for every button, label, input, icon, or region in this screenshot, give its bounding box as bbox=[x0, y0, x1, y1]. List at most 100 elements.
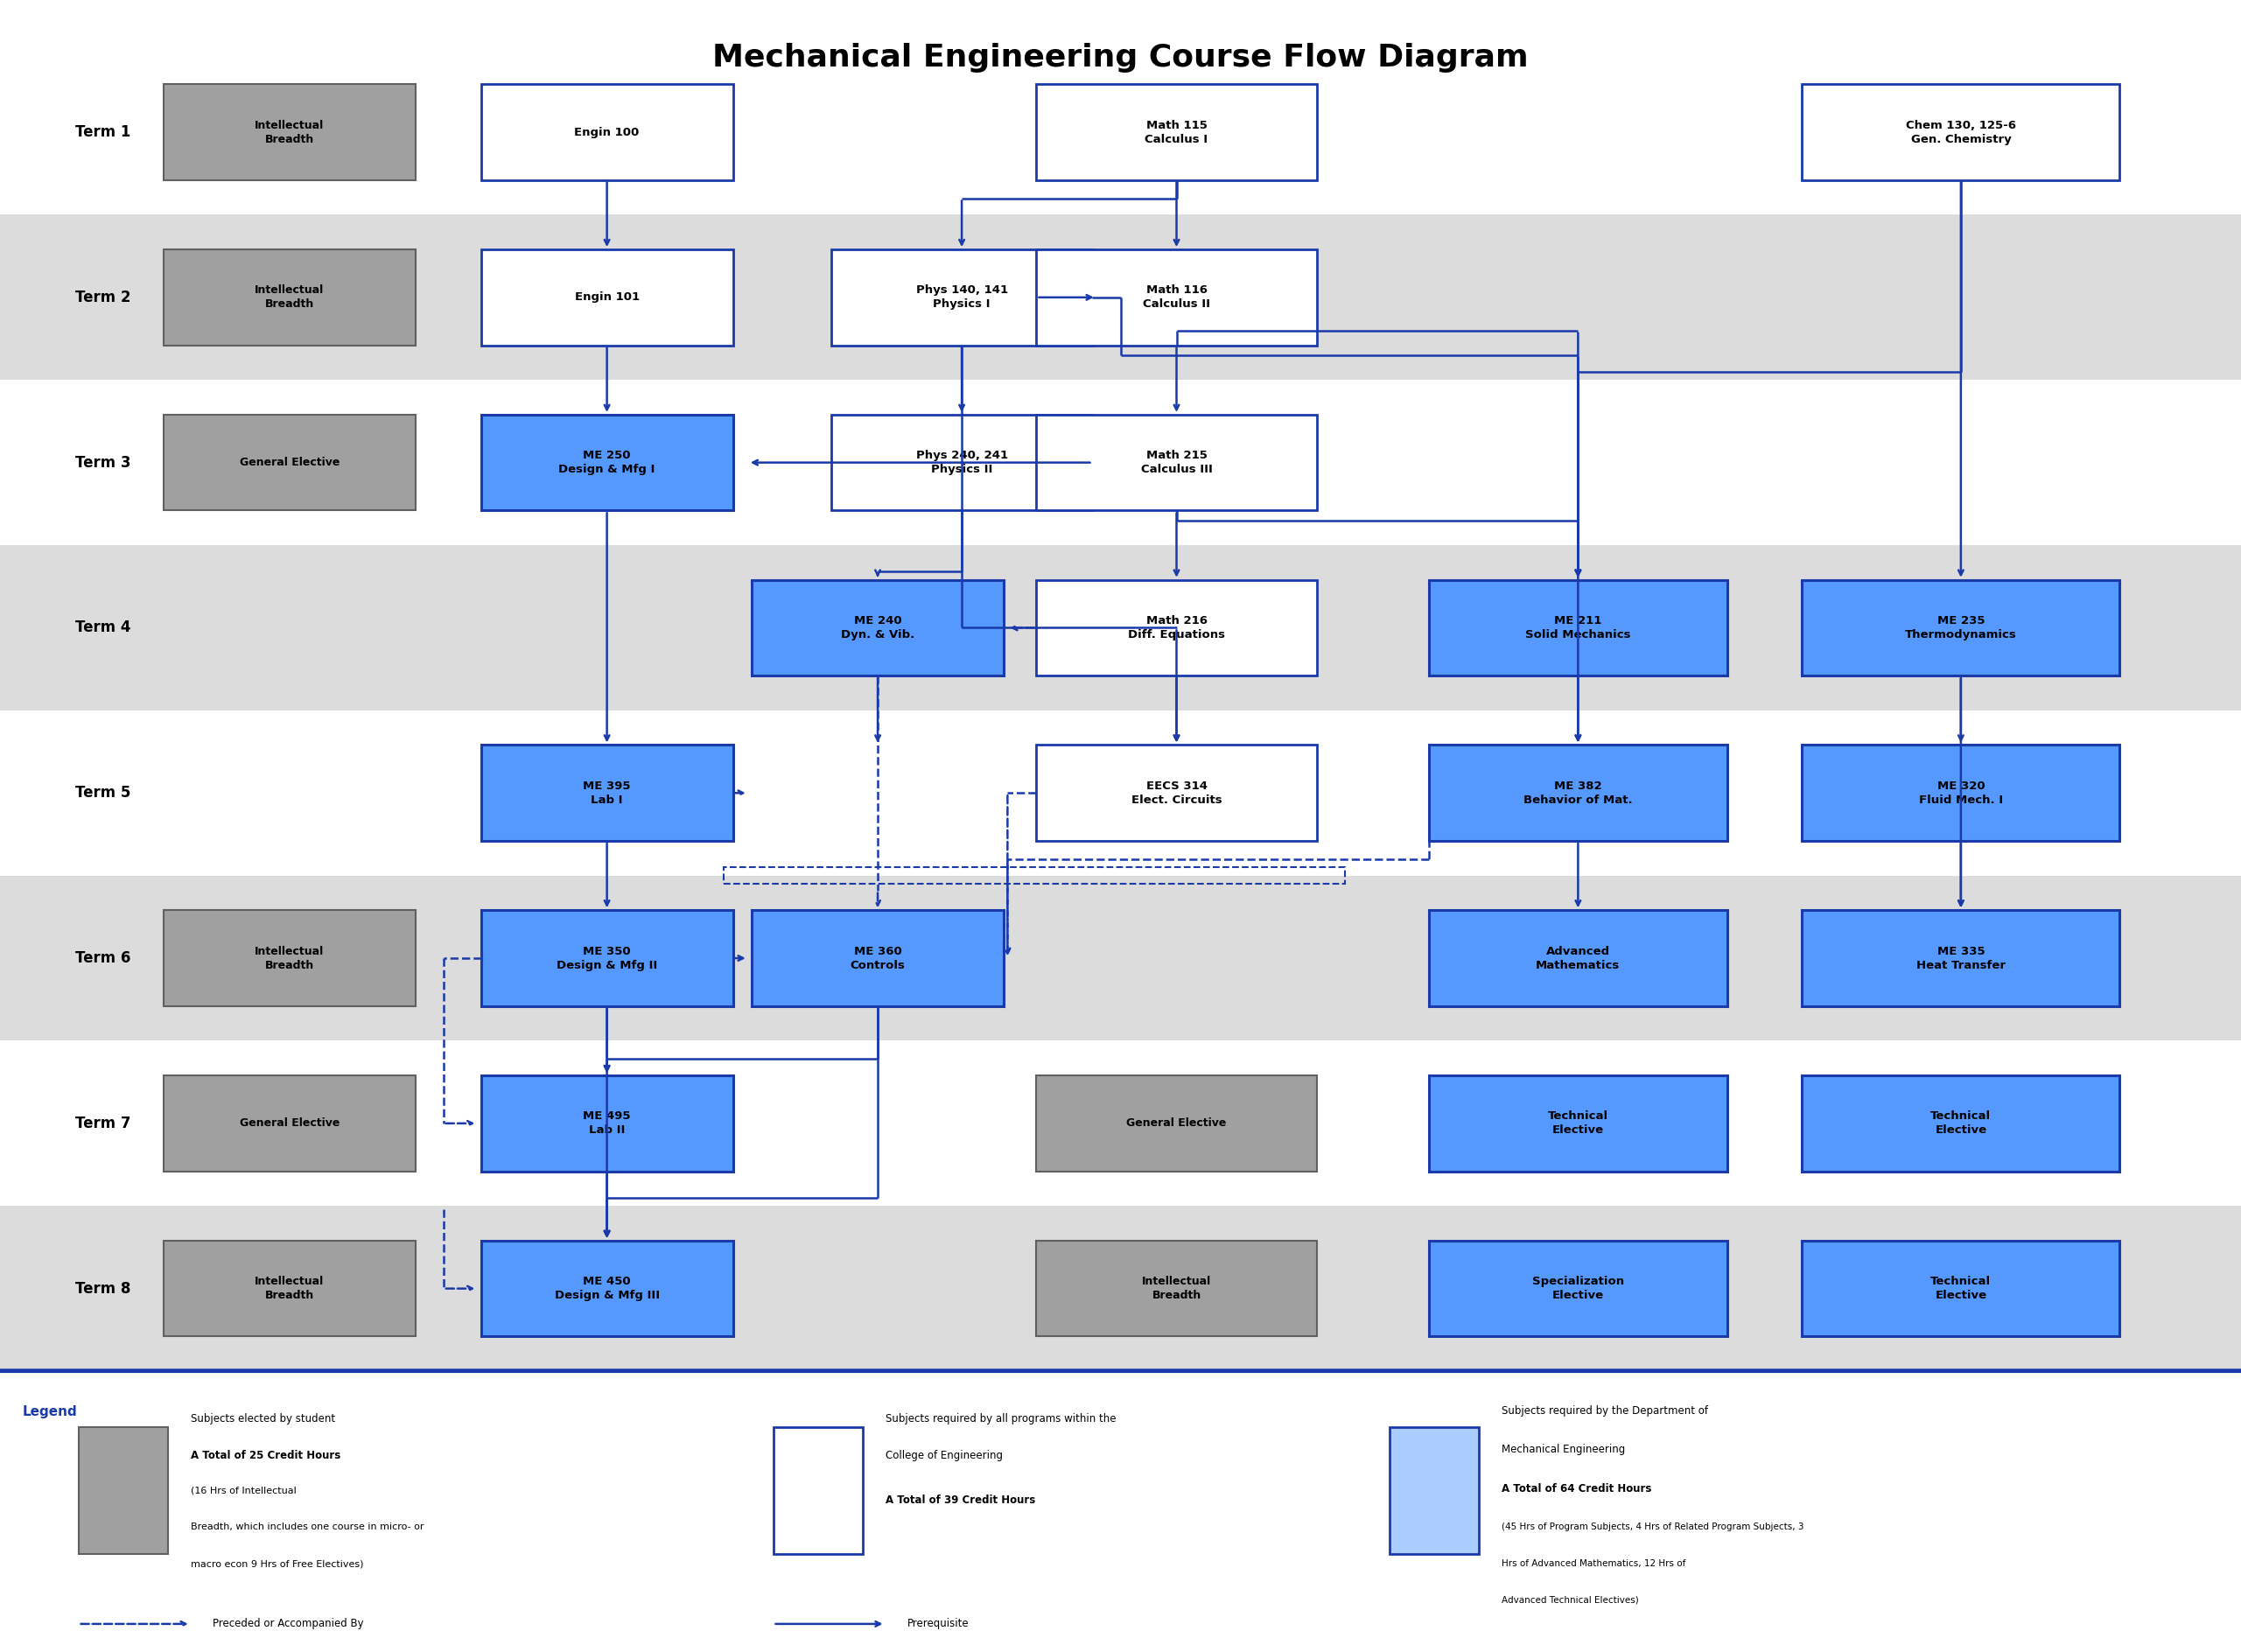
Bar bbox=[482, 745, 733, 841]
Text: Intellectual
Breadth: Intellectual Breadth bbox=[255, 119, 325, 145]
Text: ME 382
Behavior of Mat.: ME 382 Behavior of Mat. bbox=[1524, 780, 1631, 806]
Bar bbox=[1035, 249, 1315, 345]
Bar bbox=[482, 84, 733, 180]
Bar bbox=[482, 249, 733, 345]
Text: Phys 140, 141
Physics I: Phys 140, 141 Physics I bbox=[917, 284, 1008, 311]
Text: Subjects required by all programs within the: Subjects required by all programs within… bbox=[885, 1412, 1116, 1424]
Text: Mechanical Engineering: Mechanical Engineering bbox=[1501, 1444, 1625, 1455]
Text: ME 335
Heat Transfer: ME 335 Heat Transfer bbox=[1916, 945, 2006, 971]
Bar bbox=[1430, 1075, 1728, 1171]
Bar bbox=[78, 1427, 168, 1553]
Text: ME 395
Lab I: ME 395 Lab I bbox=[583, 780, 630, 806]
Bar bbox=[482, 1075, 733, 1171]
Bar bbox=[1802, 745, 2120, 841]
Text: Intellectual
Breadth: Intellectual Breadth bbox=[255, 284, 325, 311]
Text: Technical
Elective: Technical Elective bbox=[1932, 1275, 1990, 1302]
Bar bbox=[1389, 1427, 1479, 1553]
Text: Phys 240, 241
Physics II: Phys 240, 241 Physics II bbox=[917, 449, 1008, 476]
Text: Term 3: Term 3 bbox=[74, 454, 130, 471]
Text: Term 4: Term 4 bbox=[74, 620, 130, 636]
Text: Math 216
Diff. Equations: Math 216 Diff. Equations bbox=[1127, 615, 1226, 641]
Text: Term 2: Term 2 bbox=[74, 289, 130, 306]
Text: ME 360
Controls: ME 360 Controls bbox=[849, 945, 905, 971]
Bar bbox=[1035, 415, 1315, 510]
Bar bbox=[482, 415, 733, 510]
Bar bbox=[164, 415, 415, 510]
Text: ME 495
Lab II: ME 495 Lab II bbox=[583, 1110, 630, 1137]
Text: Term 5: Term 5 bbox=[74, 785, 130, 801]
Bar bbox=[482, 1241, 733, 1336]
Text: A Total of 39 Credit Hours: A Total of 39 Credit Hours bbox=[885, 1495, 1035, 1507]
Text: ME 235
Thermodynamics: ME 235 Thermodynamics bbox=[1905, 615, 2017, 641]
Text: ME 250
Design & Mfg I: ME 250 Design & Mfg I bbox=[558, 449, 654, 476]
Text: ME 320
Fluid Mech. I: ME 320 Fluid Mech. I bbox=[1918, 780, 2003, 806]
Text: Term 1: Term 1 bbox=[74, 124, 130, 140]
Bar bbox=[1430, 580, 1728, 676]
Text: Technical
Elective: Technical Elective bbox=[1549, 1110, 1609, 1137]
Text: Chem 130, 125-6
Gen. Chemistry: Chem 130, 125-6 Gen. Chemistry bbox=[1905, 119, 2017, 145]
Text: Intellectual
Breadth: Intellectual Breadth bbox=[1143, 1275, 1210, 1302]
Bar bbox=[164, 1075, 415, 1171]
Text: Intellectual
Breadth: Intellectual Breadth bbox=[255, 945, 325, 971]
Bar bbox=[0, 1041, 2241, 1206]
Bar bbox=[1802, 580, 2120, 676]
Bar bbox=[831, 249, 1091, 345]
Text: ME 240
Dyn. & Vib.: ME 240 Dyn. & Vib. bbox=[840, 615, 914, 641]
Bar bbox=[751, 580, 1004, 676]
Text: Preceded or Accompanied By: Preceded or Accompanied By bbox=[213, 1619, 363, 1629]
Text: Specialization
Elective: Specialization Elective bbox=[1533, 1275, 1625, 1302]
Bar bbox=[751, 910, 1004, 1006]
Bar bbox=[1802, 910, 2120, 1006]
Text: Engin 100: Engin 100 bbox=[574, 127, 639, 137]
Text: ME 211
Solid Mechanics: ME 211 Solid Mechanics bbox=[1526, 615, 1631, 641]
Bar bbox=[1035, 1241, 1315, 1336]
Text: Math 116
Calculus II: Math 116 Calculus II bbox=[1143, 284, 1210, 311]
Bar bbox=[1802, 1241, 2120, 1336]
Bar bbox=[164, 910, 415, 1006]
Bar bbox=[482, 910, 733, 1006]
Text: Subjects elected by student: Subjects elected by student bbox=[190, 1412, 334, 1424]
Bar bbox=[1035, 84, 1315, 180]
Text: ME 450
Design & Mfg III: ME 450 Design & Mfg III bbox=[554, 1275, 659, 1302]
Text: (16 Hrs of Intellectual: (16 Hrs of Intellectual bbox=[190, 1487, 296, 1495]
Bar bbox=[0, 50, 2241, 215]
Text: General Elective: General Elective bbox=[240, 1118, 338, 1128]
Text: Advanced
Mathematics: Advanced Mathematics bbox=[1535, 945, 1620, 971]
Bar bbox=[831, 415, 1091, 510]
Text: Prerequisite: Prerequisite bbox=[908, 1619, 970, 1629]
Text: Term 7: Term 7 bbox=[74, 1115, 130, 1132]
Bar bbox=[1430, 1241, 1728, 1336]
Bar bbox=[1802, 1075, 2120, 1171]
Bar bbox=[1802, 84, 2120, 180]
Text: General Elective: General Elective bbox=[1127, 1118, 1226, 1128]
Text: A Total of 25 Credit Hours: A Total of 25 Credit Hours bbox=[190, 1450, 341, 1460]
Text: macro econ 9 Hrs of Free Electives): macro econ 9 Hrs of Free Electives) bbox=[190, 1559, 363, 1568]
Text: EECS 314
Elect. Circuits: EECS 314 Elect. Circuits bbox=[1132, 780, 1221, 806]
Text: Math 115
Calculus I: Math 115 Calculus I bbox=[1145, 119, 1208, 145]
Bar bbox=[773, 1427, 863, 1553]
Bar bbox=[164, 249, 415, 345]
Text: Intellectual
Breadth: Intellectual Breadth bbox=[255, 1275, 325, 1302]
Bar bbox=[1035, 1075, 1315, 1171]
Bar bbox=[164, 1241, 415, 1336]
Bar bbox=[0, 380, 2241, 545]
Text: Technical
Elective: Technical Elective bbox=[1932, 1110, 1990, 1137]
Bar bbox=[1430, 745, 1728, 841]
Bar bbox=[1035, 745, 1315, 841]
Text: General Elective: General Elective bbox=[240, 458, 338, 468]
Text: Advanced Technical Electives): Advanced Technical Electives) bbox=[1501, 1596, 1638, 1604]
Text: Engin 101: Engin 101 bbox=[574, 292, 639, 302]
Bar bbox=[0, 545, 2241, 710]
Bar bbox=[0, 876, 2241, 1041]
Bar bbox=[1430, 910, 1728, 1006]
Text: Legend: Legend bbox=[22, 1404, 78, 1417]
Text: Breadth, which includes one course in micro- or: Breadth, which includes one course in mi… bbox=[190, 1523, 424, 1531]
Bar bbox=[0, 215, 2241, 380]
Text: College of Engineering: College of Engineering bbox=[885, 1450, 1002, 1460]
Bar bbox=[724, 867, 1345, 884]
Text: A Total of 64 Credit Hours: A Total of 64 Credit Hours bbox=[1501, 1483, 1652, 1495]
Bar bbox=[0, 710, 2241, 876]
Text: Hrs of Advanced Mathematics, 12 Hrs of: Hrs of Advanced Mathematics, 12 Hrs of bbox=[1501, 1559, 1685, 1568]
Bar bbox=[164, 84, 415, 180]
Text: (45 Hrs of Program Subjects, 4 Hrs of Related Program Subjects, 3: (45 Hrs of Program Subjects, 4 Hrs of Re… bbox=[1501, 1523, 1804, 1531]
